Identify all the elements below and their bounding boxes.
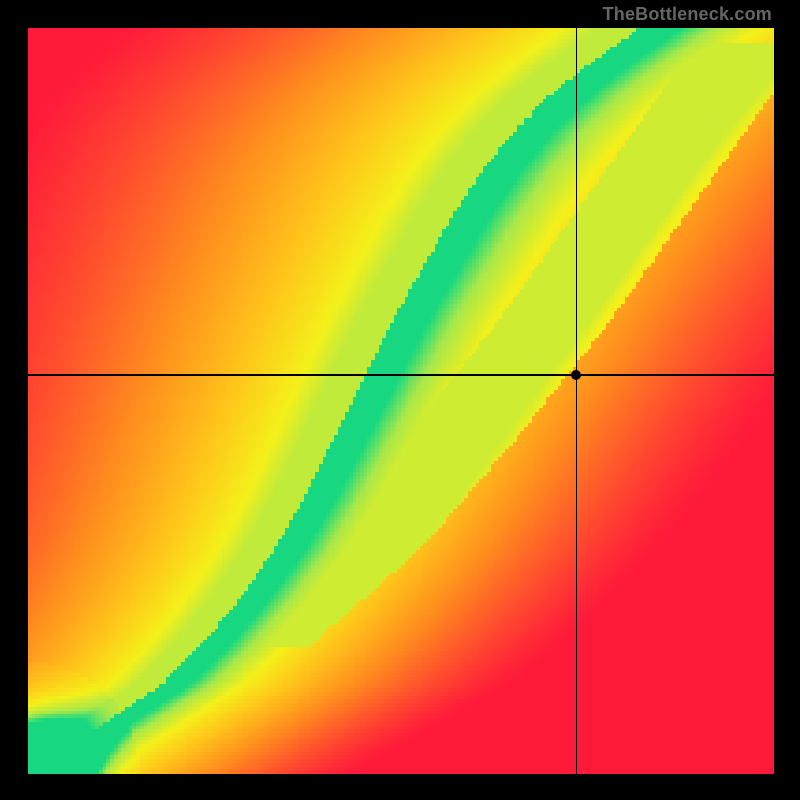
crosshair-vertical: [576, 28, 577, 774]
crosshair-horizontal: [28, 374, 774, 375]
bottleneck-heatmap: [28, 28, 774, 774]
watermark-text: TheBottleneck.com: [603, 4, 772, 25]
chart-container: TheBottleneck.com: [0, 0, 800, 800]
selection-marker: [571, 370, 581, 380]
